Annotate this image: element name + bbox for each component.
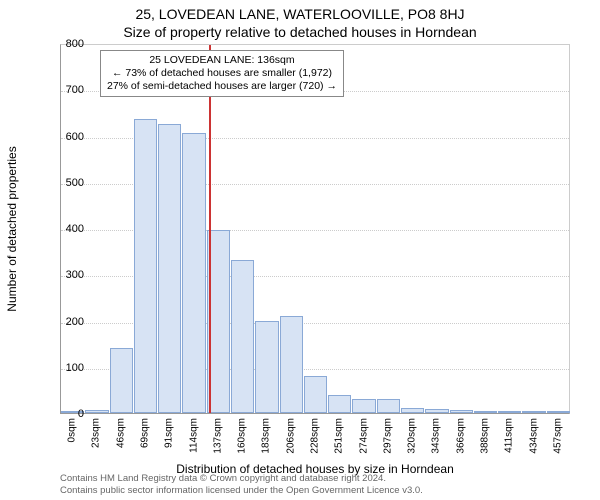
- histogram-bar: [280, 316, 303, 413]
- footer-line: Contains HM Land Registry data © Crown c…: [60, 473, 423, 484]
- x-tick-label: 251sqm: [334, 418, 345, 454]
- x-tick-label: 228sqm: [310, 418, 321, 454]
- x-tick-label: 411sqm: [504, 418, 515, 453]
- x-tick-label: 91sqm: [164, 418, 175, 448]
- histogram-bar: [498, 411, 521, 413]
- chart-supertitle: 25, LOVEDEAN LANE, WATERLOOVILLE, PO8 8H…: [0, 0, 600, 22]
- histogram-bar: [450, 410, 473, 413]
- x-tick-label: 114sqm: [188, 418, 199, 453]
- histogram-bar: [255, 321, 278, 414]
- histogram-bar: [401, 408, 424, 413]
- histogram-bar: [425, 409, 448, 413]
- footer-line: Contains public sector information licen…: [60, 485, 423, 496]
- annotation-line: 25 LOVEDEAN LANE: 136sqm: [107, 54, 337, 67]
- x-tick-label: 457sqm: [552, 418, 563, 454]
- histogram-bar: [352, 399, 375, 413]
- x-tick-label: 46sqm: [115, 418, 126, 448]
- histogram-bar: [328, 395, 351, 414]
- y-tick-label: 300: [54, 269, 84, 281]
- histogram-bar: [134, 119, 157, 413]
- x-tick-label: 366sqm: [455, 418, 466, 454]
- histogram-bar: [85, 410, 108, 413]
- histogram-bar: [304, 376, 327, 413]
- y-tick-label: 400: [54, 223, 84, 235]
- x-tick-label: 297sqm: [382, 418, 393, 454]
- annotation-line: ← 73% of detached houses are smaller (1,…: [107, 67, 337, 80]
- x-tick-label: 206sqm: [285, 418, 296, 454]
- chart-area: Number of detached properties Distributi…: [60, 44, 570, 414]
- x-tick-label: 320sqm: [407, 418, 418, 454]
- x-tick-label: 160sqm: [237, 418, 248, 454]
- x-tick-label: 23sqm: [91, 418, 102, 448]
- annotation-box: 25 LOVEDEAN LANE: 136sqm ← 73% of detach…: [100, 50, 344, 97]
- chart-title: Size of property relative to detached ho…: [0, 22, 600, 40]
- x-tick-label: 434sqm: [528, 418, 539, 454]
- histogram-bar: [547, 411, 570, 413]
- x-tick-label: 69sqm: [140, 418, 151, 448]
- histogram-bar: [110, 348, 133, 413]
- x-tick-label: 183sqm: [261, 418, 272, 454]
- footer: Contains HM Land Registry data © Crown c…: [60, 473, 423, 496]
- y-tick-label: 600: [54, 131, 84, 143]
- x-tick-label: 274sqm: [358, 418, 369, 454]
- y-tick-label: 800: [54, 38, 84, 50]
- histogram-bar: [522, 411, 545, 413]
- y-tick-label: 200: [54, 316, 84, 328]
- y-tick-label: 0: [54, 408, 84, 420]
- y-tick-label: 500: [54, 177, 84, 189]
- plot-area: [60, 44, 570, 414]
- histogram-bar: [158, 124, 181, 413]
- y-tick-label: 100: [54, 362, 84, 374]
- annotation-line: 27% of semi-detached houses are larger (…: [107, 80, 337, 93]
- x-tick-label: 0sqm: [67, 418, 78, 442]
- x-tick-label: 388sqm: [480, 418, 491, 454]
- y-axis-label: Number of detached properties: [5, 146, 19, 311]
- x-tick-label: 137sqm: [212, 418, 223, 454]
- histogram-bar: [377, 399, 400, 413]
- histogram-bar: [182, 133, 205, 413]
- histogram-bar: [474, 411, 497, 413]
- y-tick-label: 700: [54, 84, 84, 96]
- x-tick-label: 343sqm: [431, 418, 442, 454]
- reference-line: [209, 45, 211, 413]
- histogram-bar: [231, 260, 254, 413]
